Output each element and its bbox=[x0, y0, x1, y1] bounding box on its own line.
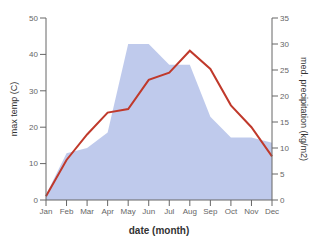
svg-text:med. precipitation (kg/m2): med. precipitation (kg/m2) bbox=[299, 57, 309, 161]
svg-text:May: May bbox=[121, 207, 136, 216]
svg-text:0: 0 bbox=[34, 196, 39, 205]
svg-text:10: 10 bbox=[29, 159, 38, 168]
svg-text:5: 5 bbox=[280, 170, 285, 179]
svg-text:50: 50 bbox=[29, 14, 38, 23]
svg-text:40: 40 bbox=[29, 50, 38, 59]
svg-text:max temp (C): max temp (C) bbox=[9, 82, 19, 137]
svg-text:10: 10 bbox=[280, 144, 289, 153]
svg-text:30: 30 bbox=[280, 40, 289, 49]
svg-text:Sep: Sep bbox=[203, 207, 218, 216]
svg-text:Jan: Jan bbox=[40, 207, 53, 216]
svg-text:Jul: Jul bbox=[164, 207, 174, 216]
svg-text:Feb: Feb bbox=[60, 207, 74, 216]
svg-text:Dec: Dec bbox=[265, 207, 279, 216]
svg-text:Nov: Nov bbox=[244, 207, 258, 216]
svg-text:date (month): date (month) bbox=[129, 225, 190, 236]
svg-text:30: 30 bbox=[29, 87, 38, 96]
svg-text:25: 25 bbox=[280, 66, 289, 75]
svg-text:20: 20 bbox=[29, 123, 38, 132]
svg-text:Oct: Oct bbox=[225, 207, 238, 216]
svg-text:Aug: Aug bbox=[183, 207, 197, 216]
svg-text:20: 20 bbox=[280, 92, 289, 101]
svg-text:Jun: Jun bbox=[142, 207, 155, 216]
svg-text:15: 15 bbox=[280, 118, 289, 127]
svg-text:35: 35 bbox=[280, 14, 289, 23]
svg-text:Apr: Apr bbox=[101, 207, 114, 216]
svg-text:0: 0 bbox=[280, 196, 285, 205]
svg-text:Mar: Mar bbox=[80, 207, 94, 216]
